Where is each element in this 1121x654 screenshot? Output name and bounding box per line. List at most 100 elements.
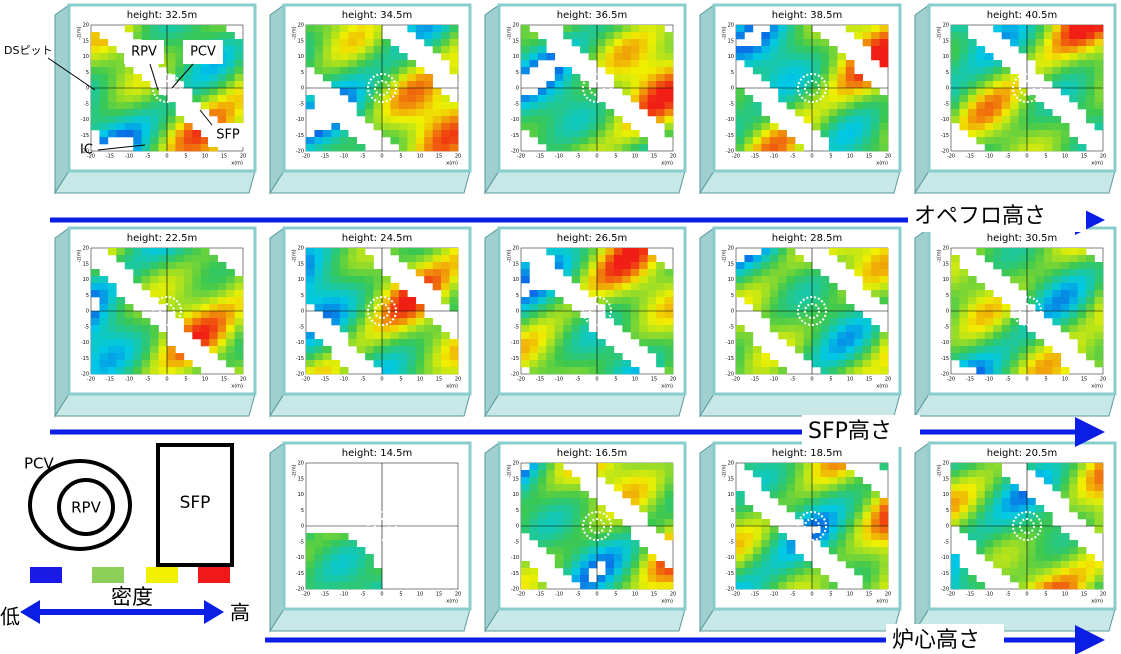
heat-cell <box>399 130 408 137</box>
heat-cell <box>968 519 977 526</box>
y-tick-label: 5 <box>731 70 734 76</box>
heat-cell <box>1069 332 1078 339</box>
heat-cell <box>829 491 838 498</box>
heat-cell <box>1052 53 1061 60</box>
heat-cell <box>744 53 753 60</box>
heat-cell <box>812 568 821 575</box>
heat-cell <box>1010 346 1019 353</box>
panel-depth <box>915 171 1115 193</box>
heat-cell <box>167 67 176 74</box>
heat-cell <box>1086 95 1095 102</box>
x-axis-label: x(m) <box>1091 599 1103 605</box>
heat-cell <box>1095 32 1104 39</box>
heat-cell <box>116 325 125 332</box>
heat-cell <box>529 53 538 60</box>
heat-cell <box>1078 74 1087 81</box>
heat-cell <box>555 318 564 325</box>
heat-cell <box>555 88 564 95</box>
heat-cell <box>993 311 1002 318</box>
heat-cell <box>1035 46 1044 53</box>
heat-cell <box>521 32 530 39</box>
heat-cell <box>175 137 184 144</box>
y-tick-label: 20 <box>728 23 734 29</box>
heat-cell <box>159 269 168 276</box>
heat-cell <box>1002 498 1011 505</box>
heat-cell <box>871 290 880 297</box>
heat-cell <box>1010 325 1019 332</box>
heat-cell <box>1010 360 1019 367</box>
heat-cell <box>871 130 880 137</box>
heat-cell <box>622 533 631 540</box>
y-tick-label: 5 <box>516 70 519 76</box>
heat-cell <box>639 137 648 144</box>
heat-cell <box>1019 269 1028 276</box>
heat-cell <box>1002 74 1011 81</box>
heat-cell <box>959 304 968 311</box>
heat-cell <box>787 88 796 95</box>
heat-cell <box>993 81 1002 88</box>
heat-cell <box>1044 367 1053 374</box>
heat-cell <box>656 484 665 491</box>
heat-cell <box>99 123 108 130</box>
heat-cell <box>314 533 323 540</box>
heat-cell <box>538 53 547 60</box>
y-tick-label: 15 <box>943 38 949 44</box>
heat-cell <box>863 88 872 95</box>
y-tick-label: -10 <box>511 117 519 123</box>
heat-cell <box>1010 25 1019 32</box>
heat-cell <box>1052 130 1061 137</box>
heat-cell <box>357 346 366 353</box>
pcv-annotation: PCV <box>190 45 216 60</box>
heat-cell <box>863 484 872 491</box>
heat-cell <box>770 311 779 318</box>
panel-title: height: 38.5m <box>772 10 842 21</box>
heat-cell <box>761 74 770 81</box>
heat-cell <box>218 325 227 332</box>
heat-cell <box>529 484 538 491</box>
heat-cell <box>854 248 863 255</box>
y-tick-label: 10 <box>728 54 734 60</box>
heat-cell <box>1086 582 1095 589</box>
heat-cell <box>854 130 863 137</box>
heat-cell <box>871 262 880 269</box>
heat-cell <box>218 81 227 88</box>
heat-cell <box>1095 60 1104 67</box>
heat-cell <box>1086 318 1095 325</box>
heat-cell <box>622 46 631 53</box>
heat-cell <box>597 60 606 67</box>
heat-cell <box>1086 484 1095 491</box>
heat-cell <box>226 81 235 88</box>
heat-cell <box>142 262 151 269</box>
heat-cell <box>99 332 108 339</box>
heat-cell <box>399 144 408 151</box>
heat-cell <box>597 255 606 262</box>
y-tick-label: 10 <box>943 492 949 498</box>
heat-cell <box>416 109 425 116</box>
heat-cell <box>331 137 340 144</box>
heat-cell <box>1061 130 1070 137</box>
y-tick-label: 10 <box>513 54 519 60</box>
heat-cell <box>1086 575 1095 582</box>
heat-cell <box>399 109 408 116</box>
heat-cell <box>538 137 547 144</box>
heat-cell <box>1052 561 1061 568</box>
heat-cell <box>331 367 340 374</box>
x-tick-label: 5 <box>829 592 832 598</box>
heat-cell <box>331 547 340 554</box>
heat-cell <box>580 568 589 575</box>
heat-cell <box>744 262 753 269</box>
heat-cell <box>829 505 838 512</box>
heat-cell <box>787 491 796 498</box>
heat-cell <box>648 60 657 67</box>
heat-cell <box>951 81 960 88</box>
heat-cell <box>314 137 323 144</box>
heat-cell <box>306 547 315 554</box>
heat-cell <box>744 109 753 116</box>
heat-cell <box>846 540 855 547</box>
heat-cell <box>91 81 100 88</box>
x-tick-label: 15 <box>866 377 872 383</box>
heat-cell <box>407 102 416 109</box>
heat-cell <box>235 339 244 346</box>
heat-cell <box>829 102 838 109</box>
x-tick-label: 0 <box>595 377 598 383</box>
